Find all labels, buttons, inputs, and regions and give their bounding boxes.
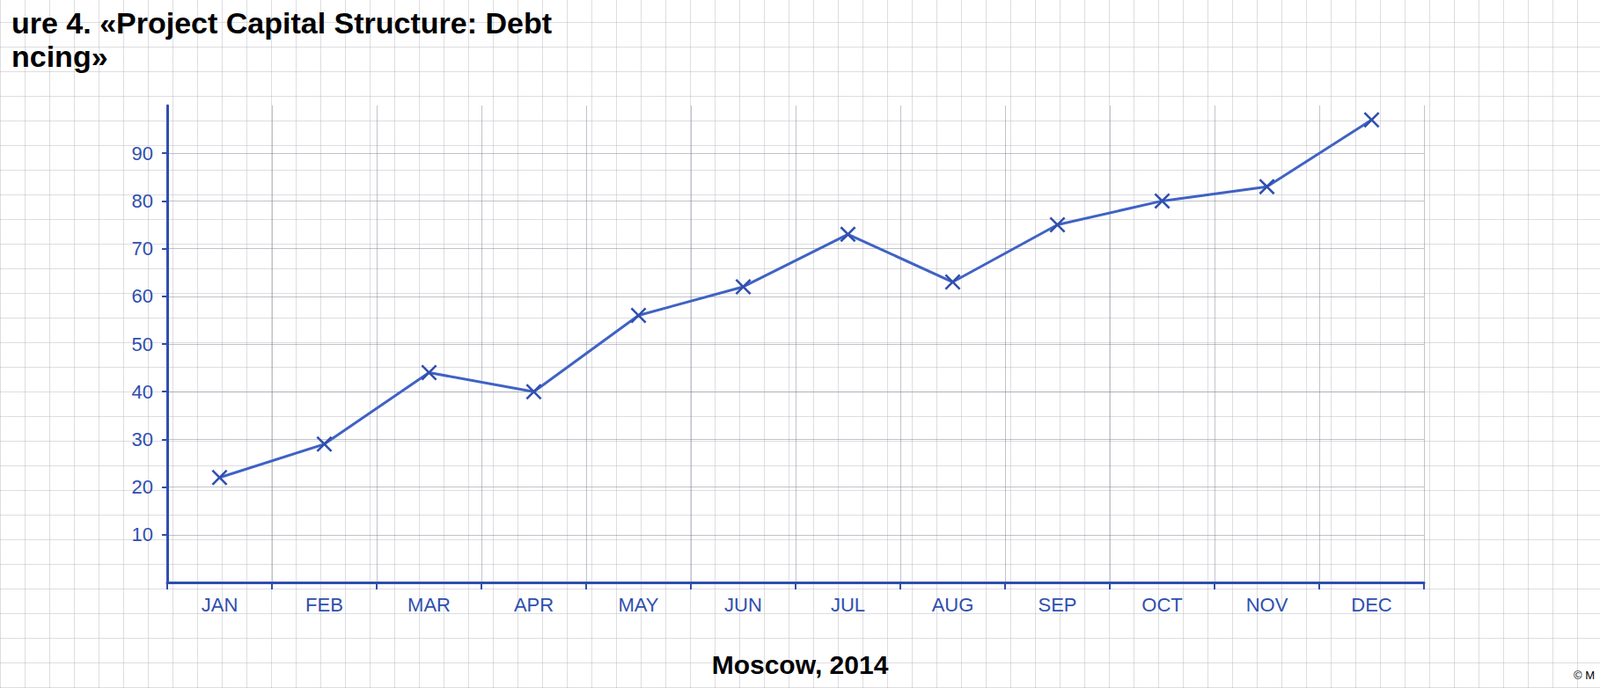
svg-text:90: 90 — [132, 142, 154, 165]
svg-text:70: 70 — [132, 237, 154, 260]
svg-text:20: 20 — [132, 476, 154, 499]
svg-text:60: 60 — [132, 285, 154, 308]
svg-text:ncing»: ncing» — [11, 39, 109, 74]
svg-text:AUG: AUG — [932, 594, 975, 617]
svg-text:SEP: SEP — [1037, 594, 1077, 617]
svg-text:FEB: FEB — [305, 594, 344, 617]
svg-text:MAR: MAR — [407, 594, 451, 617]
svg-text:50: 50 — [132, 333, 154, 356]
svg-text:JUN: JUN — [724, 594, 763, 617]
svg-text:10: 10 — [132, 523, 154, 546]
svg-text:DEC: DEC — [1350, 594, 1393, 617]
svg-text:40: 40 — [132, 381, 154, 404]
svg-text:MAY: MAY — [617, 594, 659, 617]
svg-text:OCT: OCT — [1141, 594, 1182, 617]
svg-text:JAN: JAN — [201, 594, 239, 617]
svg-text:Moscow, 2014: Moscow, 2014 — [711, 650, 889, 680]
svg-text:JUL: JUL — [830, 594, 866, 617]
svg-text:ure 4. «Project Capital Struct: ure 4. «Project Capital Structure: Debt — [11, 6, 552, 40]
svg-text:30: 30 — [132, 428, 154, 451]
svg-text:NOV: NOV — [1246, 594, 1289, 617]
svg-text:© M: © M — [1573, 668, 1595, 683]
svg-text:APR: APR — [513, 594, 554, 617]
svg-text:80: 80 — [132, 190, 154, 213]
